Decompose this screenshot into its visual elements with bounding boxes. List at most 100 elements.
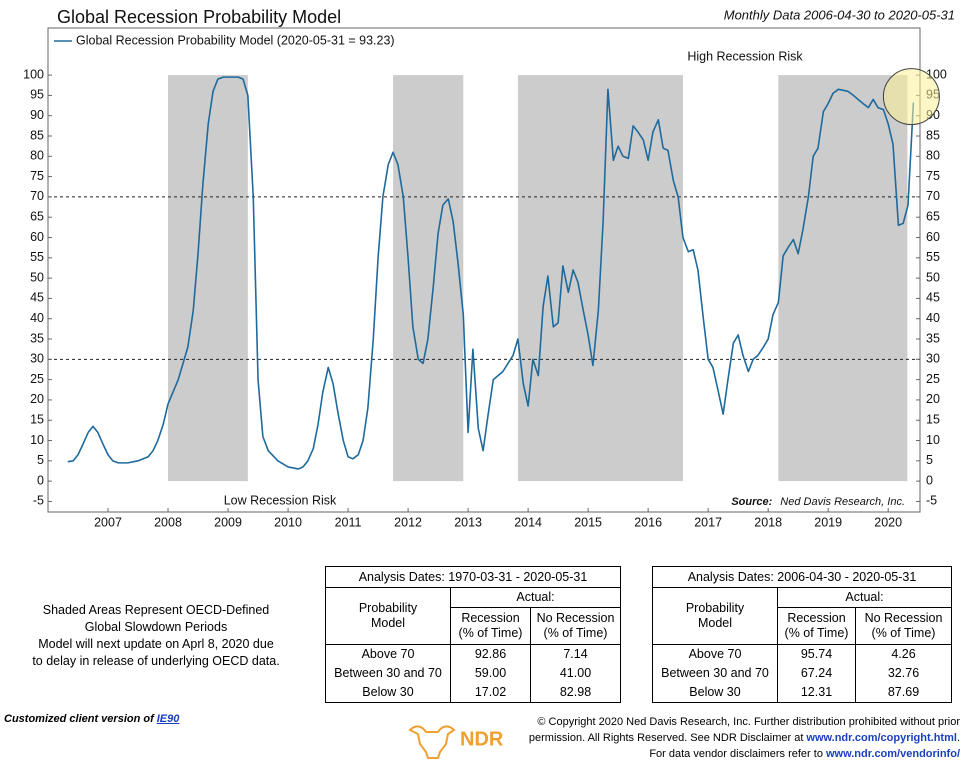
table-cell: Below 30 [689, 685, 741, 699]
y-tick-label: 15 [30, 413, 44, 427]
y-tick-label: 60 [30, 230, 44, 244]
logo: NDR [408, 725, 504, 759]
copyright-link[interactable]: www.ndr.com/copyright.html [806, 732, 957, 744]
y-tick-label: 100 [23, 67, 44, 81]
y-tick-label: -5 [33, 494, 44, 508]
column-header-line: Model [697, 616, 733, 630]
x-tick-label: 2017 [694, 515, 722, 529]
client-text: Customized client version of [4, 713, 154, 725]
column-header: Recession (% of Time) [450, 607, 531, 645]
y-tick-label: 95 [30, 88, 44, 102]
table-cell: 12.31 [777, 683, 856, 703]
column-header-line: No Recession [536, 611, 615, 625]
table-title: Analysis Dates: 1970-03-31 - 2020-05-31 [325, 566, 621, 588]
table-title: Analysis Dates: 2006-04-30 - 2020-05-31 [652, 566, 952, 588]
analysis-table: Analysis Dates: 1970-03-31 - 2020-05-31 P… [325, 566, 621, 703]
x-tick-label: 2015 [574, 515, 602, 529]
copyright-text: For data vendor disclaimers refer to [649, 748, 823, 760]
y2-tick-label: 70 [926, 189, 940, 203]
table-cell: Above 70 [361, 647, 415, 661]
copyright-text: © Copyright 2020 Ned Davis Research, Inc… [537, 716, 960, 728]
table-cell: 7.14 [530, 644, 621, 664]
y-tick-label: 50 [30, 270, 44, 284]
copyright-link[interactable]: www.ndr.com/vendorinfo/ [825, 748, 960, 760]
column-header-line: (% of Time) [871, 626, 936, 640]
x-tick-label: 2016 [634, 515, 662, 529]
y2-tick-label: 0 [926, 473, 933, 487]
column-header-line: No Recession [864, 611, 943, 625]
x-tick-label: 2008 [154, 515, 182, 529]
highlight-circle [882, 68, 940, 126]
column-header: Recession (% of Time) [777, 607, 856, 645]
copyright-text: permission. All Rights Reserved. See NDR… [528, 732, 804, 744]
table-row: Between 30 and 70 59.00 41.00 [326, 664, 621, 683]
y2-tick-label: 40 [926, 311, 940, 325]
table-cell: 41.00 [530, 664, 621, 683]
x-tick-label: 2018 [754, 515, 782, 529]
copyright: © Copyright 2020 Ned Davis Research, Inc… [529, 714, 960, 762]
x-tick-label: 2012 [394, 515, 422, 529]
table-cell: Between 30 and 70 [661, 666, 769, 680]
column-header: Probability Model [325, 587, 451, 645]
group-header: Actual: [450, 587, 621, 608]
y2-tick-label: 60 [926, 230, 940, 244]
logo-text: NDR [460, 728, 504, 750]
y2-tick-label: 30 [926, 352, 940, 366]
column-header-line: Recession [461, 611, 520, 625]
y2-tick-label: 10 [926, 433, 940, 447]
y2-tick-label: 15 [926, 413, 940, 427]
table-cell: 4.26 [855, 644, 952, 664]
y-tick-label: 30 [30, 352, 44, 366]
y-tick-label: 80 [30, 149, 44, 163]
client-link[interactable]: IE90 [156, 713, 180, 725]
y2-tick-label: 75 [926, 169, 940, 183]
source: Source: Ned Davis Research, Inc. [731, 496, 905, 508]
table-row: Above 70 95.74 4.26 [653, 644, 952, 664]
y-tick-label: 0 [37, 473, 44, 487]
y2-tick-label: 5 [926, 453, 933, 467]
note-line: Shaded Areas Represent OECD-Defined [42, 603, 270, 617]
table-header-row: Probability Model Actual: [652, 587, 952, 645]
group-header: Actual: [777, 587, 952, 608]
table-cell: 67.24 [777, 664, 856, 683]
y2-tick-label: 20 [926, 392, 940, 406]
table-cell: 17.02 [450, 683, 531, 703]
logo-icon [408, 725, 456, 759]
table-header-row: Recession (% of Time) No Recession (% of Ti… [653, 607, 952, 645]
column-header-line: Probability [358, 601, 418, 615]
column-header: No Recession (% of Time) [855, 607, 952, 645]
table-cell: 82.98 [530, 683, 621, 703]
y2-tick-label: -5 [926, 494, 937, 508]
table-cell: Above 70 [688, 647, 742, 661]
shaded-region [168, 75, 248, 482]
table-row: Above 70 92.86 7.14 [326, 644, 621, 664]
table-cell: 32.76 [855, 664, 952, 683]
column-header-line: (% of Time) [458, 626, 523, 640]
y-tick-label: 35 [30, 331, 44, 345]
y-tick-label: 20 [30, 392, 44, 406]
analysis-table: Analysis Dates: 2006-04-30 - 2020-05-31 P… [652, 566, 952, 703]
copyright-line: permission. All Rights Reserved. See NDR… [529, 730, 960, 746]
y2-tick-label: 35 [926, 331, 940, 345]
table-row: Below 30 17.02 82.98 [326, 683, 621, 703]
y-tick-label: 75 [30, 169, 44, 183]
table-title-row: Analysis Dates: 1970-03-31 - 2020-05-31 [325, 566, 621, 588]
chart-title: Global Recession Probability Model [57, 7, 341, 27]
source-text: Ned Davis Research, Inc. [780, 496, 905, 508]
copyright-text: . [956, 732, 960, 744]
copyright-line: For data vendor disclaimers refer to www.… [529, 746, 960, 762]
y-tick-label: 70 [30, 189, 44, 203]
y2-tick-label: 80 [926, 149, 940, 163]
notes: Shaded Areas Represent OECD-Defined Globa… [20, 602, 292, 670]
table-cell: Below 30 [362, 685, 414, 699]
x-tick-label: 2019 [814, 515, 842, 529]
column-header-line: Probability [685, 601, 745, 615]
shaded-region [393, 75, 464, 482]
y-tick-label: 85 [30, 128, 44, 142]
y-tick-label: 10 [30, 433, 44, 447]
y-tick-label: 5 [37, 453, 44, 467]
y-tick-label: 45 [30, 291, 44, 305]
note-line: to delay in release of underlying OECD d… [32, 654, 280, 668]
